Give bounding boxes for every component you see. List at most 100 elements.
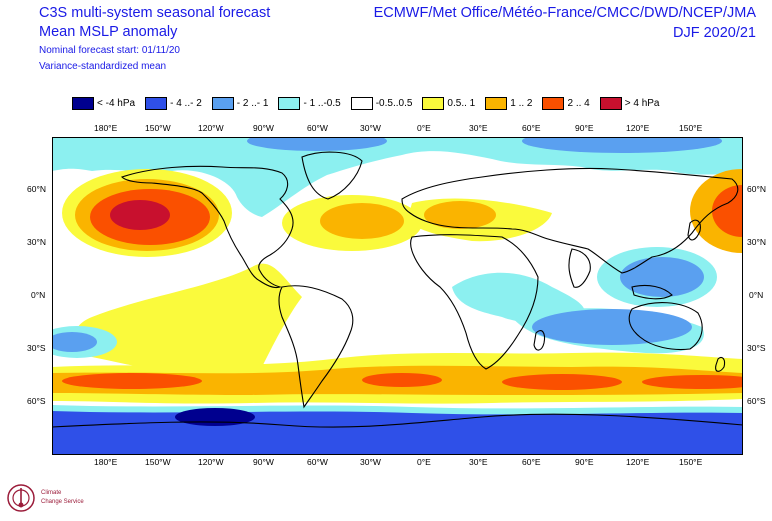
title-line-1: C3S multi-system seasonal forecast [39, 5, 271, 21]
climate-logo-icon [7, 484, 35, 512]
lat-label-left: 0°N [31, 290, 46, 300]
lon-label-top: 60°W [307, 123, 328, 133]
coastlines [52, 151, 743, 428]
legend-item: < -4 hPa [72, 95, 137, 111]
logo-text-line-1: Climate [41, 490, 62, 496]
legend-swatch [72, 96, 94, 110]
legend-item: -0.5..0.5 [350, 95, 415, 111]
legend-item: 2 .. 4 [542, 95, 591, 111]
legend-item: - 2 ..- 1 [211, 95, 271, 111]
lat-label-left: 60°N [27, 184, 46, 194]
lon-label-top: 90°E [575, 123, 594, 133]
legend-item: - 4 ..- 2 [145, 95, 204, 111]
eurasia-outline [401, 167, 739, 274]
legend-swatch [599, 96, 622, 110]
anomaly-region-antarctic-core [175, 408, 255, 426]
lat-label-right: 30°N [747, 237, 766, 247]
anomaly-region-wpacific-core [712, 185, 743, 237]
anomaly-region-southern-band-core-4 [642, 375, 743, 389]
legend-label: < -4 hPa [97, 97, 136, 109]
lon-label-bottom: 120°W [198, 457, 224, 467]
anomaly-region-europe-core [424, 201, 496, 229]
anomaly-region-tropical-pacific [75, 263, 302, 376]
africa-outline [409, 234, 539, 370]
australia-outline [628, 302, 703, 351]
lon-label-bottom: 60°W [307, 457, 328, 467]
legend-swatch [422, 96, 445, 110]
lon-label-top: 120°E [626, 123, 650, 133]
forecast-start-text: Nominal forecast start: 01/11/20 [39, 45, 180, 56]
lon-label-top: 150°E [679, 123, 703, 133]
anomaly-region-southern-band-core-2 [362, 373, 442, 387]
lon-label-top: 0°E [417, 123, 431, 133]
lon-label-bottom: 30°E [469, 457, 488, 467]
legend-label: -0.5..0.5 [375, 97, 413, 109]
lon-label-top: 120°W [198, 123, 224, 133]
anomaly-region-natlantic-core [320, 203, 404, 239]
lon-label-top: 30°E [469, 123, 488, 133]
new-zealand-outline [715, 356, 726, 372]
lat-label-right: 60°S [747, 396, 766, 406]
legend-label: 0.5.. 1 [447, 97, 476, 109]
method-text: Variance-standardized mean [39, 61, 167, 72]
lat-label-left: 30°S [27, 343, 46, 353]
legend-label: > 4 hPa [624, 97, 660, 109]
legend-label: 2 .. 4 [567, 97, 590, 109]
japan-outline [687, 219, 701, 241]
legend-swatch [145, 96, 168, 110]
anomaly-region-wpacific-low-core [620, 257, 704, 297]
lon-label-top: 90°W [253, 123, 274, 133]
lon-label-bottom: 180°E [94, 457, 118, 467]
legend-label: 1 .. 2 [510, 97, 533, 109]
colour-legend: < -4 hPa - 4 ..- 2 - 2 ..- 1 - 1 ..-0.5 … [72, 95, 670, 111]
legend-swatch [211, 96, 234, 110]
legend-swatch [542, 96, 565, 110]
legend-label: - 1 ..-0.5 [303, 97, 341, 109]
lon-label-bottom: 60°E [522, 457, 541, 467]
india-outline [568, 248, 591, 288]
legend-swatch [350, 96, 373, 110]
anomaly-region-arctic-core [247, 137, 387, 151]
legend-item: 0.5.. 1 [422, 95, 477, 111]
anomaly-region-southern-band-core-1 [62, 373, 202, 389]
lon-label-top: 150°W [145, 123, 171, 133]
logo-text-line-2: Change Service [41, 499, 84, 505]
lat-label-right: 30°S [747, 343, 766, 353]
lat-label-left: 30°N [27, 237, 46, 247]
legend-label: - 4 ..- 2 [170, 97, 202, 109]
lat-label-left: 60°S [27, 396, 46, 406]
lon-label-top: 30°W [360, 123, 381, 133]
lon-label-bottom: 90°W [253, 457, 274, 467]
lon-label-bottom: 150°W [145, 457, 171, 467]
anomaly-region-south-indian-core [532, 309, 692, 345]
greenland-outline [301, 151, 363, 200]
lon-label-bottom: 90°E [575, 457, 594, 467]
anomaly-region-antarctic [52, 411, 743, 455]
anomaly-region-southern-band-core-3 [502, 374, 622, 390]
map-frame [52, 137, 743, 455]
legend-item: > 4 hPa [599, 95, 662, 111]
north-america-outline [120, 165, 294, 289]
anomaly-region-arctic [52, 137, 743, 217]
antarctica-outline [52, 413, 743, 428]
legend-swatch [485, 96, 508, 110]
lon-label-bottom: 120°E [626, 457, 650, 467]
centres-text: ECMWF/Met Office/Météo-France/CMCC/DWD/N… [373, 5, 756, 21]
copernicus-logo: Climate Change Service [5, 478, 115, 518]
lon-label-bottom: 0°E [417, 457, 431, 467]
lat-label-right: 0°N [749, 290, 764, 300]
lon-label-bottom: 30°W [360, 457, 381, 467]
lon-label-top: 180°E [94, 123, 118, 133]
anomaly-map [52, 137, 743, 455]
madagascar-outline [533, 330, 546, 351]
lat-label-right: 60°N [747, 184, 766, 194]
indonesia-outline [631, 284, 673, 300]
title-line-2: Mean MSLP anomaly [39, 24, 178, 40]
legend-label: - 2 ..- 1 [236, 97, 269, 109]
lon-label-bottom: 150°E [679, 457, 703, 467]
legend-item: - 1 ..-0.5 [278, 95, 342, 111]
anomaly-region-npacific-core [110, 200, 170, 230]
legend-item: 1 .. 2 [485, 95, 534, 111]
legend-swatch [278, 96, 301, 110]
anomaly-region-spacific-low-core [52, 332, 97, 352]
